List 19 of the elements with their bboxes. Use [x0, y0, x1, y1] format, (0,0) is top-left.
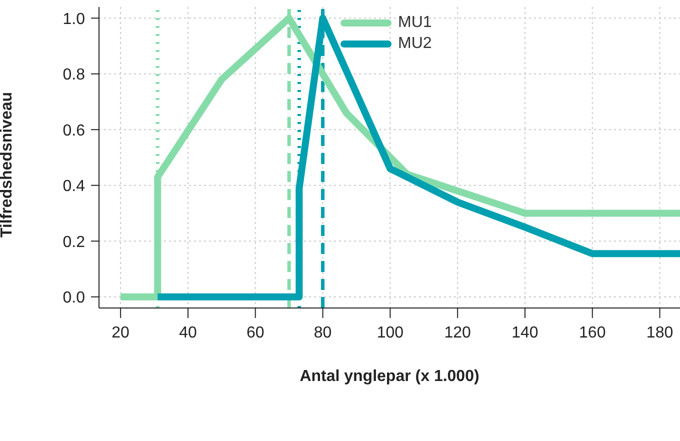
x-tick-label: 120	[444, 324, 472, 342]
x-tick-label: 180	[646, 324, 674, 342]
x-axis-title: Antal ynglepar (x 1.000)	[300, 368, 480, 385]
x-tick-label: 60	[246, 324, 264, 342]
y-tick-label: 0.8	[62, 66, 86, 84]
legend-label: MU1	[398, 14, 432, 32]
x-tick-label: 40	[179, 324, 197, 342]
x-tick-label: 140	[512, 324, 538, 342]
x-tick-label: 20	[112, 324, 130, 342]
y-tick-label: 0.6	[62, 122, 86, 140]
y-tick-label: 0.0	[62, 290, 86, 307]
x-tick-label: 100	[376, 324, 404, 342]
y-tick-label: 0.2	[62, 234, 86, 251]
x-tick-label: 160	[579, 324, 606, 342]
x-tick-label: 80	[314, 324, 332, 342]
y-tick-label: 1.0	[62, 10, 86, 28]
legend-label: MU2	[398, 34, 432, 52]
y-tick-label: 0.4	[62, 178, 86, 196]
y-axis-title: Tilfredshedsniveau	[0, 92, 16, 238]
